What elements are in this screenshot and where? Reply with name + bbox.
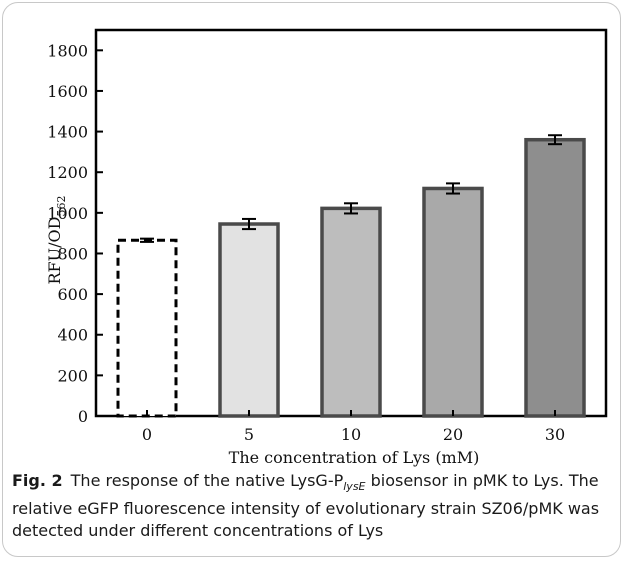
bar — [218, 222, 280, 418]
x-tick-label: 20 — [443, 425, 463, 444]
y-tick-label: 1800 — [47, 41, 88, 60]
caption-text-before: The response of the native LysG-P — [70, 471, 344, 490]
x-axis-label: The concentration of Lys (mM) — [229, 448, 480, 467]
x-tick-label: 5 — [244, 425, 254, 444]
figure-frame — [2, 2, 621, 557]
bar — [116, 238, 178, 418]
bar — [422, 186, 484, 418]
y-tick-label: 600 — [57, 285, 88, 304]
y-tick-label: 1600 — [47, 82, 88, 101]
bar — [524, 137, 586, 418]
bar-chart: 0 200 400 600 800 1000 1200 1400 1600 1800 0 5 10 20 3… — [45, 28, 608, 467]
y-tick-label: 400 — [57, 326, 88, 345]
plot-area: 0 200 400 600 800 1000 1200 1400 1600 1800 0 5 10 20 3… — [47, 28, 608, 444]
bar — [320, 206, 382, 418]
y-tick-label: 200 — [57, 366, 88, 385]
caption-subscript: lysE — [343, 480, 366, 494]
y-axis-label-main: RFU/OD — [45, 217, 64, 285]
figure-label: Fig. 2 — [12, 471, 63, 490]
y-tick-label: 800 — [57, 244, 88, 263]
y-axis-label: RFU/OD562 — [45, 196, 68, 285]
figure-caption: Fig. 2 The response of the native LysG-Pl… — [12, 470, 612, 542]
x-tick-label: 30 — [545, 425, 565, 444]
y-tick-label: 1200 — [47, 163, 88, 182]
y-axis-label-sub: 562 — [55, 196, 68, 217]
caption-text-after: biosensor in pMK to Lys. The relative eG… — [12, 471, 600, 541]
y-tick-label: 1000 — [47, 204, 88, 223]
x-tick-label: 10 — [341, 425, 361, 444]
y-tick-label: 1400 — [47, 123, 88, 142]
x-tick-label: 0 — [142, 425, 152, 444]
y-tick-label: 0 — [78, 407, 88, 426]
